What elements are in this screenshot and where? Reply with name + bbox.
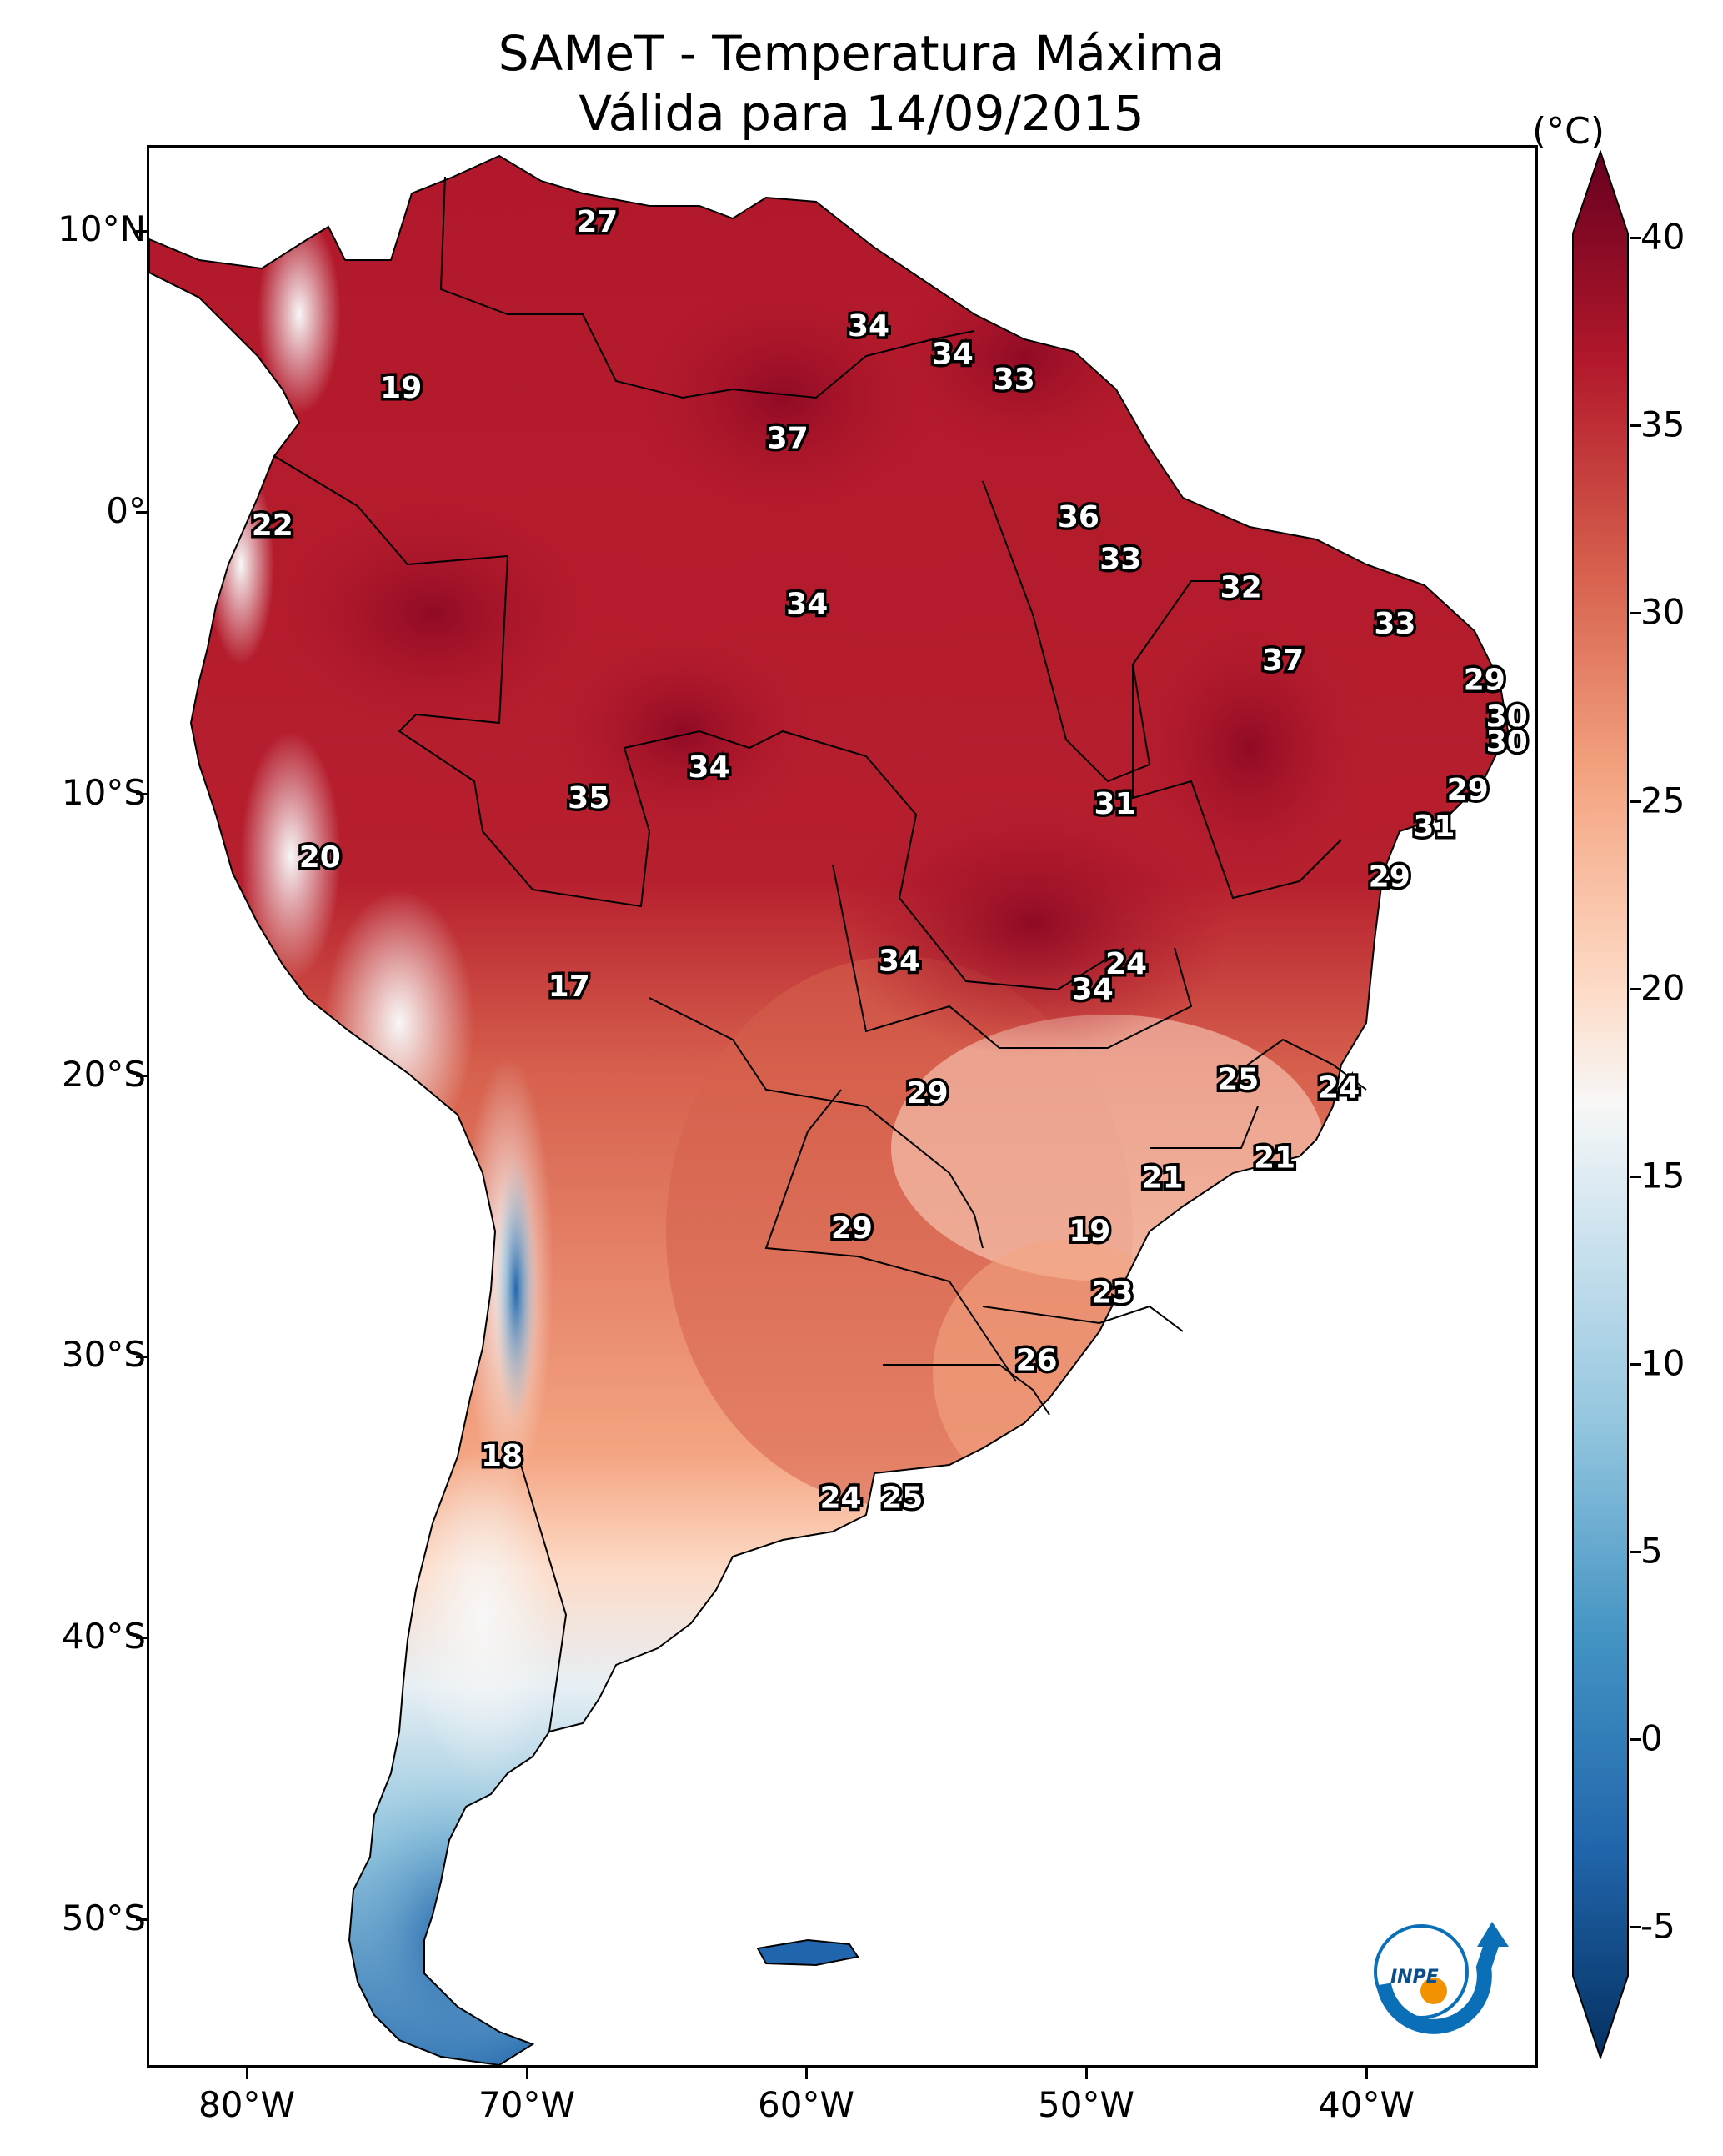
temperature-label: 29 xyxy=(1447,773,1489,807)
lat-tick-label: 10°S xyxy=(61,772,146,813)
lon-tick-label: 50°W xyxy=(1038,2084,1134,2125)
temperature-label: 25 xyxy=(881,1482,923,1516)
colorbar-tick-label: 20 xyxy=(1640,967,1685,1009)
temperature-label: 34 xyxy=(932,338,974,372)
temperature-label: 30 xyxy=(1486,725,1528,760)
temperature-label: 34 xyxy=(1072,972,1114,1006)
coastline xyxy=(149,154,1510,2065)
colorbar-tick-mark xyxy=(1630,988,1641,990)
inpe-logo: INPE xyxy=(1374,1922,1509,2034)
lat-tick-label: 30°S xyxy=(61,1334,146,1375)
temperature-field xyxy=(149,156,1508,2065)
map-panel: 27 34 34 33 19 37 36 22 33 32 34 33 37 29 30 30 34 29 35 31… xyxy=(147,145,1538,2068)
colorbar-tick-mark xyxy=(1630,424,1641,427)
colorbar-tick-mark xyxy=(1630,1926,1641,1928)
lat-tick-mark xyxy=(136,1075,148,1077)
lat-tick-mark xyxy=(136,1637,148,1639)
temperature-label: 25 xyxy=(1217,1062,1259,1096)
temperature-label: 37 xyxy=(767,422,809,456)
temperature-label: 17 xyxy=(548,970,590,1004)
colorbar-tick-label: 40 xyxy=(1640,216,1685,258)
title-line-1: SAMeT - Temperatura Máxima xyxy=(498,25,1225,82)
colorbar-tick-label: 15 xyxy=(1640,1155,1685,1196)
temperature-label: 31 xyxy=(1094,787,1136,821)
temperature-label: 19 xyxy=(380,371,422,405)
temperature-label: 33 xyxy=(1099,543,1141,577)
temperature-label: 18 xyxy=(481,1439,523,1473)
lon-tick-mark xyxy=(1085,2068,1088,2079)
temperature-label: 34 xyxy=(786,588,828,622)
temperature-label: 35 xyxy=(568,781,609,815)
colorbar-tick-mark xyxy=(1630,1176,1641,1178)
title-line-2: Válida para 14/09/2015 xyxy=(579,85,1144,142)
colorbar-tick-mark xyxy=(1630,1738,1641,1741)
temperature-label: 33 xyxy=(1374,607,1415,641)
colorbar-tick-label: 25 xyxy=(1640,780,1685,821)
colorbar-tick-mark xyxy=(1630,800,1641,803)
lon-tick-label: 60°W xyxy=(758,2084,854,2125)
colorbar xyxy=(1572,150,1629,2059)
temperature-label: 21 xyxy=(1254,1141,1295,1176)
temperature-label: 34 xyxy=(689,750,730,785)
lat-tick-label: 0° xyxy=(106,490,146,531)
temperature-label: 20 xyxy=(299,840,341,875)
colorbar-tick-label: 5 xyxy=(1640,1530,1663,1572)
lon-tick-mark xyxy=(246,2068,248,2079)
lon-tick-mark xyxy=(805,2068,808,2079)
colorbar-tick-mark xyxy=(1630,1551,1641,1553)
colorbar-tick-label: 10 xyxy=(1640,1342,1685,1384)
temperature-label: 29 xyxy=(1464,664,1505,698)
temperature-label: 26 xyxy=(1015,1343,1057,1377)
colorbar-unit: (°C) xyxy=(1532,110,1605,153)
lon-tick-mark xyxy=(526,2068,528,2079)
temperature-label: 23 xyxy=(1091,1276,1133,1311)
colorbar-tick-label: 0 xyxy=(1640,1717,1663,1759)
temperature-label: 33 xyxy=(994,363,1035,397)
temperature-label: 31 xyxy=(1413,810,1455,844)
lon-tick-label: 40°W xyxy=(1318,2084,1415,2125)
lat-tick-mark xyxy=(136,1918,148,1921)
temperature-label: 30 xyxy=(1486,699,1528,734)
colorbar-tick-mark xyxy=(1630,1363,1641,1366)
lon-tick-label: 70°W xyxy=(478,2084,575,2125)
temperature-label: 24 xyxy=(1105,947,1147,981)
falkland-islands xyxy=(756,1938,859,1967)
temperature-label: 27 xyxy=(576,205,618,239)
temperature-label: 29 xyxy=(907,1076,949,1111)
lat-tick-mark xyxy=(136,1356,148,1358)
temperature-label: 19 xyxy=(1069,1214,1110,1248)
lat-tick-label: 10°N xyxy=(58,208,146,249)
temperature-label: 34 xyxy=(848,309,889,343)
country-borders xyxy=(273,176,1367,1732)
lon-tick-mark xyxy=(1365,2068,1368,2079)
lat-tick-label: 20°S xyxy=(61,1054,146,1095)
temperature-label: 21 xyxy=(1142,1161,1184,1195)
temperature-label: 34 xyxy=(879,945,920,979)
temperature-label: 24 xyxy=(1318,1070,1360,1105)
temperature-label: 29 xyxy=(1369,860,1410,895)
colorbar-tick-label: 35 xyxy=(1640,404,1685,445)
temperature-label: 36 xyxy=(1058,500,1099,534)
temperature-label: 37 xyxy=(1262,644,1304,678)
lat-tick-mark xyxy=(136,511,148,514)
temperature-label: 29 xyxy=(831,1211,873,1246)
lon-tick-label: 80°W xyxy=(198,2084,295,2125)
lat-tick-label: 40°S xyxy=(61,1616,146,1657)
colorbar-tick-mark xyxy=(1630,237,1641,239)
colorbar-tick-label: -5 xyxy=(1640,1905,1675,1947)
colorbar-tick-mark xyxy=(1630,612,1641,614)
lat-tick-mark xyxy=(136,793,148,795)
temperature-label: 24 xyxy=(819,1482,861,1516)
temperature-label: 32 xyxy=(1220,570,1262,604)
lat-tick-mark xyxy=(136,230,148,233)
temperature-label: 22 xyxy=(252,509,293,543)
colorbar-tick-label: 30 xyxy=(1640,591,1685,633)
logo-text: INPE xyxy=(1390,1967,1439,1988)
caribbean-island xyxy=(745,206,768,224)
chart-title: SAMeT - Temperatura Máxima Válida para 1… xyxy=(0,23,1723,143)
lat-tick-label: 50°S xyxy=(61,1898,146,1938)
